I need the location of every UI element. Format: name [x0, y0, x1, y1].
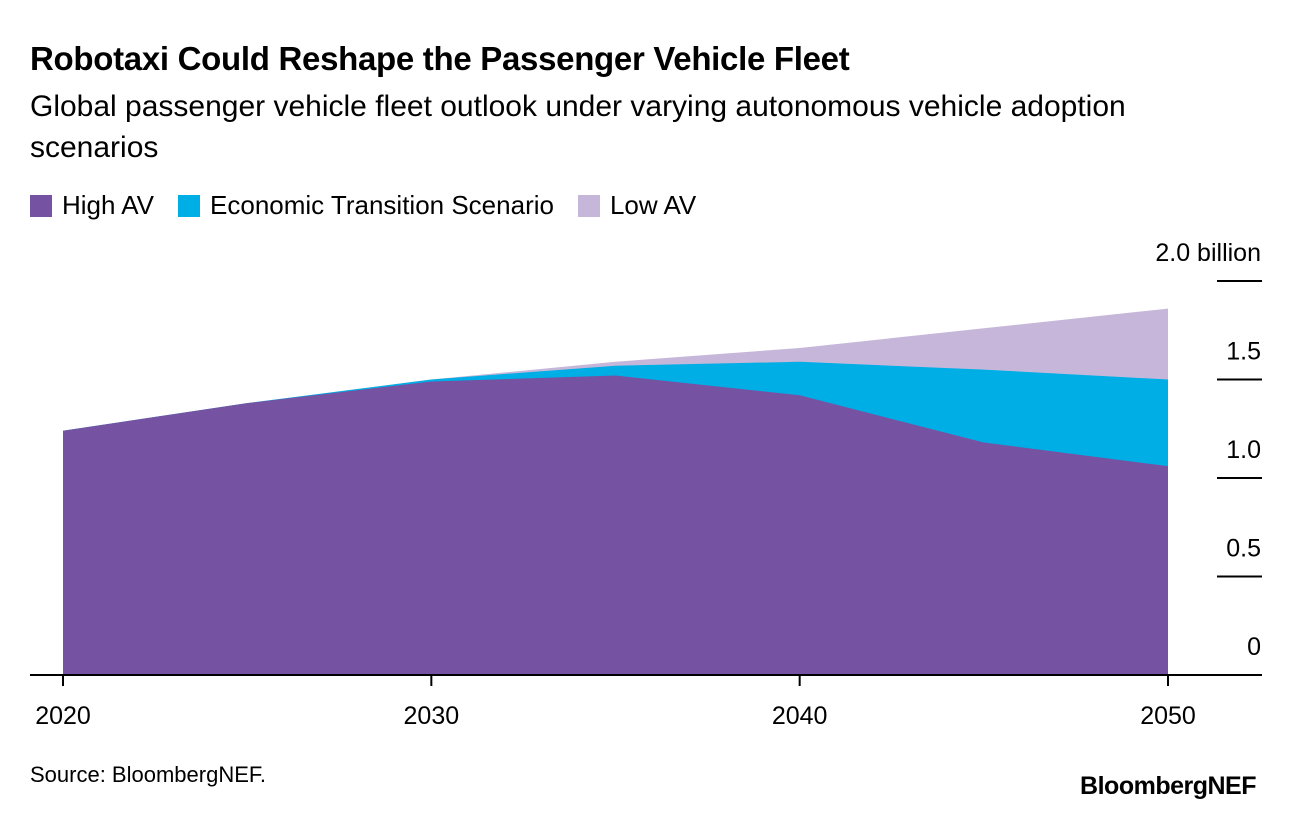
y-tick-label: 2.0 billion [1155, 239, 1261, 267]
x-tick-label: 2040 [772, 702, 828, 730]
legend-swatch-high-av [30, 194, 52, 217]
legend-label-high-av: High AV [62, 190, 155, 220]
legend-item-high-av: High AV [30, 190, 154, 221]
chart-subtitle: Global passenger vehicle fleet outlook u… [30, 90, 1126, 164]
legend-item-economic-transition: Economic Transition Scenario [178, 190, 554, 221]
legend-label-low-av: Low AV [609, 190, 697, 220]
brand-logo: BloombergNEF [1080, 772, 1256, 800]
legend-swatch-low-av [577, 194, 600, 217]
legend-swatch-economic-transition [178, 194, 201, 217]
source-note: Source: BloombergNEF. [30, 762, 266, 787]
chart-title: Robotaxi Could Reshape the Passenger Veh… [30, 40, 850, 77]
y-tick-label: 0.5 [1226, 535, 1261, 563]
x-tick-label: 2020 [35, 702, 91, 730]
area-high-av [63, 375, 1168, 675]
x-tick-label: 2030 [404, 702, 460, 730]
legend-item-low-av: Low AV [577, 190, 697, 221]
legend: High AV Economic Transition Scenario Low… [30, 190, 720, 221]
x-tick-label: 2050 [1140, 702, 1196, 730]
y-tick-label: 0 [1247, 633, 1261, 661]
y-tick-label: 1.0 [1226, 436, 1261, 464]
y-tick-label: 1.5 [1226, 338, 1261, 366]
legend-label-economic-transition: Economic Transition Scenario [210, 190, 554, 220]
